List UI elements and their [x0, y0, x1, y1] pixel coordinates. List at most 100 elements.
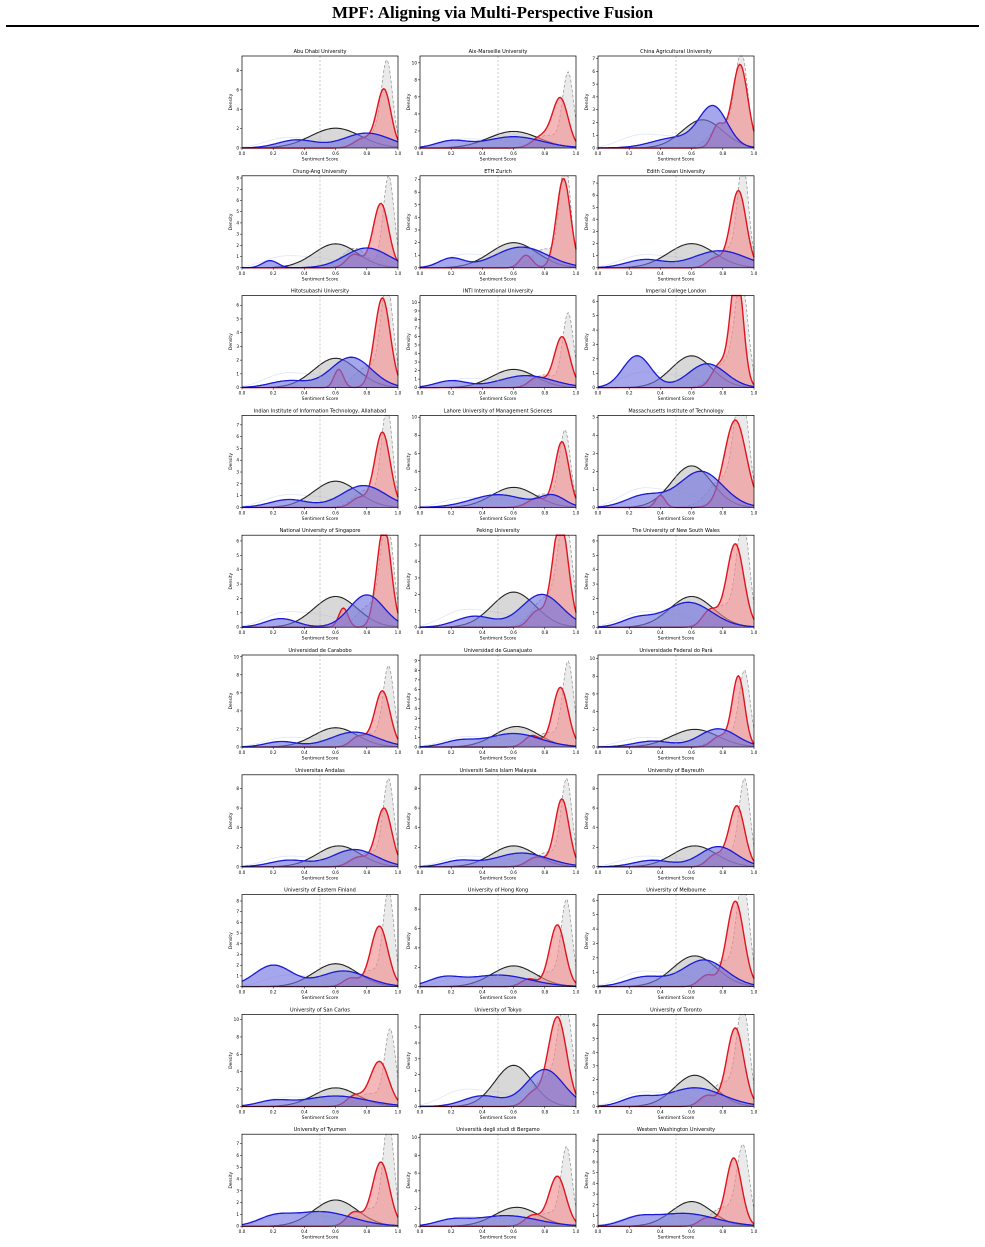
x-tick-label: 0.4 — [301, 510, 308, 515]
y-tick-label: 2 — [592, 1202, 595, 1207]
x-tick-label: 0.8 — [363, 510, 370, 515]
subplot-title: Aix-Marseille University — [469, 49, 528, 55]
plot-frame — [241, 774, 399, 868]
subplot: 0.0 0.2 0.4 0.6 0.8 1.0 0 1 2 3 4 5 Peking Universit… — [406, 528, 580, 642]
x-tick-label: 1.0 — [573, 1109, 580, 1114]
y-tick-label: 6 — [414, 94, 417, 99]
subplot-title: Universiti Sains Islam Malaysia — [459, 768, 536, 774]
x-tick-label: 0.8 — [541, 271, 548, 276]
subplot-title: Chung-Ang University — [293, 169, 347, 175]
y-tick-label: 6 — [236, 303, 239, 308]
y-tick-label: 2 — [236, 481, 239, 486]
subplot: 0.0 0.2 0.4 0.6 0.8 1.0 0 1 2 3 4 5 6 University of M… — [584, 888, 758, 1002]
x-tick-label: 0.8 — [363, 1229, 370, 1234]
y-tick-label: 0 — [414, 385, 417, 390]
x-tick-label: 0.2 — [626, 1229, 633, 1234]
blue-density-line — [420, 593, 577, 628]
y-tick-label: 4 — [592, 927, 595, 932]
y-tick-label: 0 — [414, 1104, 417, 1109]
x-tick-label: 0.6 — [510, 630, 517, 635]
y-axis-label: Density — [228, 812, 234, 829]
y-tick-label: 5 — [592, 1170, 595, 1175]
y-tick-label: 4 — [414, 1040, 417, 1045]
y-tick-label: 2 — [414, 487, 417, 492]
x-tick-label: 0.0 — [595, 391, 602, 396]
y-tick-label: 0 — [236, 1224, 239, 1229]
blue-density-line — [597, 1212, 755, 1227]
y-tick-label: 3 — [236, 952, 239, 957]
x-tick-label: 0.8 — [541, 151, 548, 156]
x-tick-label: 0.4 — [301, 151, 308, 156]
x-tick-label: 0.2 — [270, 1109, 277, 1114]
blue-density-area — [598, 728, 754, 747]
x-tick-label: 1.0 — [751, 510, 758, 515]
y-tick-label: 10 — [590, 656, 596, 661]
y-axis-label: Density — [406, 692, 412, 709]
blue-density-area — [242, 357, 398, 388]
x-axis-label: Sentiment Score — [658, 1235, 695, 1241]
x-tick-label: 0.6 — [688, 510, 695, 515]
y-tick-label: 1 — [236, 371, 239, 376]
blue-density-line — [419, 136, 577, 148]
subplot-title: Western Washington University — [637, 1127, 715, 1133]
y-tick-label: 0 — [592, 385, 595, 390]
x-tick-label: 1.0 — [395, 1229, 402, 1234]
y-tick-label: 3 — [414, 716, 417, 721]
y-tick-label: 0 — [236, 505, 239, 510]
y-tick-label: 8 — [592, 1138, 595, 1143]
y-tick-label: 4 — [592, 1050, 595, 1055]
x-tick-label: 0.0 — [417, 990, 424, 995]
y-tick-label: 6 — [236, 1052, 239, 1057]
y-axis-label: Density — [406, 93, 412, 110]
x-tick-label: 0.2 — [448, 990, 455, 995]
y-tick-label: 0 — [236, 1104, 239, 1109]
y-tick-label: 6 — [236, 920, 239, 925]
y-tick-label: 0 — [414, 625, 417, 630]
y-tick-label: 1 — [236, 493, 239, 498]
y-tick-label: 2 — [236, 1200, 239, 1205]
x-axis-label: Sentiment Score — [480, 157, 517, 163]
y-tick-label: 9 — [414, 658, 417, 663]
subplot-title: ETH Zurich — [484, 169, 512, 175]
x-tick-label: 0.4 — [479, 510, 486, 515]
subplot: 0.0 0.2 0.4 0.6 0.8 1.0 0 1 2 3 4 5 6 7 Edith Cowan Un… — [584, 169, 758, 282]
y-tick-label: 5 — [414, 697, 417, 702]
subplot-title: University of Tyumen — [294, 1127, 347, 1133]
blue-density-line — [241, 1095, 399, 1107]
x-tick-label: 0.0 — [239, 990, 246, 995]
x-tick-label: 1.0 — [573, 510, 580, 515]
x-tick-label: 1.0 — [395, 990, 402, 995]
subplot: 0.0 0.2 0.4 0.6 0.8 1.0 0 1 2 3 4 5 6 7 8 University of… — [228, 888, 402, 1002]
subplot: 0.0 0.2 0.4 0.6 0.8 1.0 0 2 4 6 8 Universiti Sains … — [406, 768, 580, 882]
x-axis-label: Sentiment Score — [658, 875, 695, 881]
y-tick-label: 1 — [414, 608, 417, 613]
x-tick-label: 0.2 — [448, 510, 455, 515]
x-tick-label: 1.0 — [573, 990, 580, 995]
y-tick-label: 0 — [592, 984, 595, 989]
plot-frame — [597, 534, 755, 628]
x-tick-label: 0.4 — [657, 750, 664, 755]
y-tick-label: 1 — [236, 254, 239, 259]
blue-density-line — [420, 852, 577, 868]
x-tick-label: 0.0 — [595, 870, 602, 875]
x-axis-label: Sentiment Score — [302, 995, 339, 1001]
x-tick-label: 0.8 — [541, 630, 548, 635]
subplot-title: Peking University — [476, 528, 519, 534]
y-tick-label: 1 — [592, 610, 595, 615]
y-tick-label: 0 — [592, 146, 595, 151]
x-tick-label: 0.2 — [270, 510, 277, 515]
x-tick-label: 0.8 — [363, 870, 370, 875]
x-tick-label: 0.8 — [363, 151, 370, 156]
y-tick-label: 7 — [414, 177, 417, 182]
y-tick-label: 0 — [414, 984, 417, 989]
y-tick-label: 5 — [236, 1165, 239, 1170]
y-tick-label: 0 — [414, 505, 417, 510]
x-tick-label: 0.0 — [417, 510, 424, 515]
x-tick-label: 0.4 — [657, 391, 664, 396]
y-axis-label: Density — [406, 1171, 412, 1188]
y-tick-label: 8 — [414, 786, 417, 791]
x-axis-label: Sentiment Score — [658, 516, 695, 522]
y-axis-label: Density — [228, 1052, 234, 1069]
x-tick-label: 0.2 — [270, 151, 277, 156]
plot-frame — [419, 774, 577, 868]
